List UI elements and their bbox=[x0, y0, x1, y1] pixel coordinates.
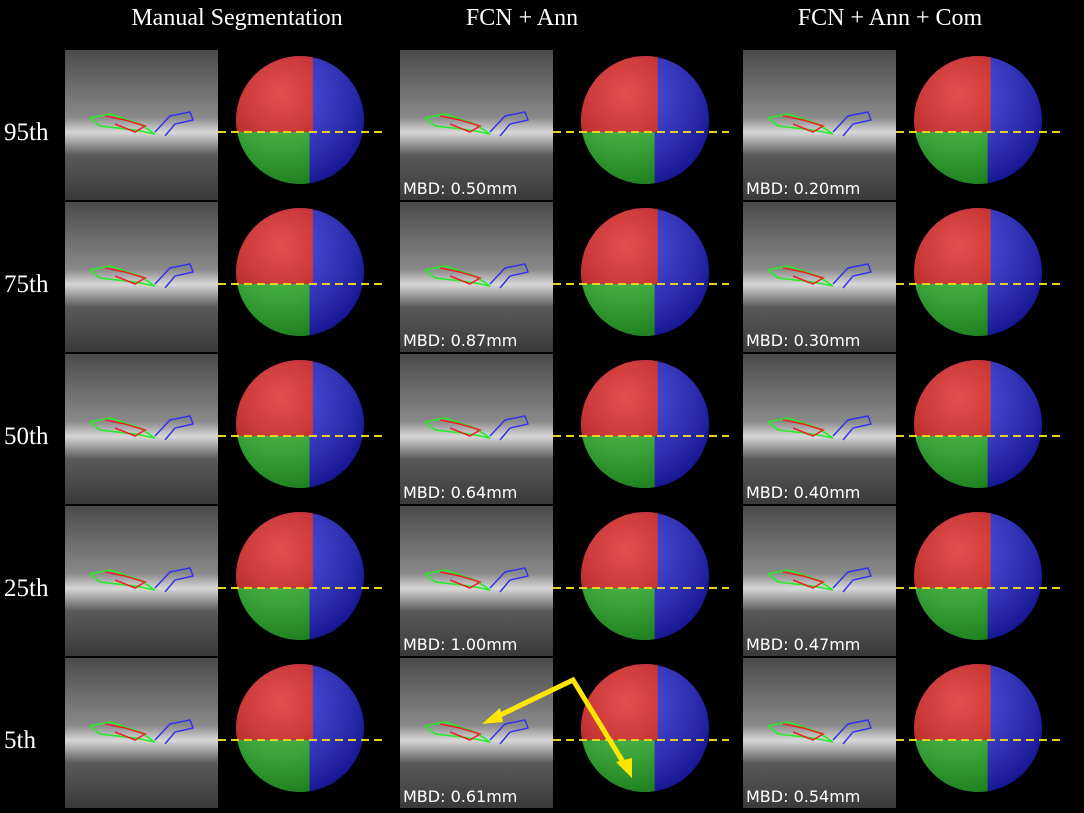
contour-green bbox=[89, 721, 156, 743]
row-label: 25th bbox=[4, 575, 49, 602]
row-label: 50th bbox=[4, 423, 49, 450]
contour-blue bbox=[832, 111, 873, 137]
valve-shade bbox=[236, 512, 364, 640]
mbd-label: MBD: 0.20mm bbox=[746, 179, 860, 198]
mbd-label: MBD: 0.47mm bbox=[746, 635, 860, 654]
mbd-label: MBD: 0.54mm bbox=[746, 787, 860, 806]
row-label: 95th bbox=[4, 119, 49, 146]
contour-green bbox=[424, 721, 491, 743]
mbd-label: MBD: 0.87mm bbox=[403, 331, 517, 350]
contour-red bbox=[782, 267, 825, 285]
mbd-label: MBD: 0.61mm bbox=[403, 787, 517, 806]
contour-green bbox=[424, 113, 491, 135]
contour-red bbox=[782, 723, 825, 741]
contour-blue bbox=[489, 415, 530, 441]
contour-red bbox=[439, 571, 482, 589]
valve-shade bbox=[914, 664, 1042, 792]
valve-shade bbox=[914, 360, 1042, 488]
contour-green bbox=[89, 113, 156, 135]
contour-red bbox=[782, 115, 825, 133]
mbd-label: MBD: 0.50mm bbox=[403, 179, 517, 198]
contour-red bbox=[439, 267, 482, 285]
valve bbox=[914, 360, 1042, 488]
contour-red bbox=[104, 419, 147, 437]
contour-blue bbox=[832, 263, 873, 289]
contour-green bbox=[767, 721, 834, 743]
contour-green bbox=[424, 417, 491, 439]
valve-shade bbox=[581, 512, 709, 640]
arrow bbox=[488, 676, 631, 772]
contour-red bbox=[439, 115, 482, 133]
contour-green bbox=[89, 417, 156, 439]
contour-green bbox=[767, 265, 834, 287]
valve-shade bbox=[236, 208, 364, 336]
row-label: 75th bbox=[4, 271, 49, 298]
row-label: 5th bbox=[4, 727, 36, 754]
mbd-label: MBD: 0.64mm bbox=[403, 483, 517, 502]
contour-red bbox=[439, 419, 482, 437]
valve bbox=[581, 664, 709, 792]
contour-blue bbox=[832, 719, 873, 745]
valve-shade bbox=[914, 208, 1042, 336]
contour-green bbox=[89, 569, 156, 591]
contour-blue bbox=[832, 415, 873, 441]
valve bbox=[581, 56, 709, 184]
column-header: FCN + Ann + Com bbox=[798, 5, 983, 31]
valve bbox=[581, 360, 709, 488]
arrow-head bbox=[616, 758, 632, 778]
contour-green bbox=[424, 265, 491, 287]
contour-red bbox=[782, 419, 825, 437]
contour-green bbox=[424, 569, 491, 591]
contour-red bbox=[782, 571, 825, 589]
contour-blue bbox=[489, 567, 530, 593]
valve bbox=[236, 56, 364, 184]
contour-red bbox=[104, 115, 147, 133]
valve-shade bbox=[236, 664, 364, 792]
valve-shade bbox=[914, 512, 1042, 640]
contour-red bbox=[104, 571, 147, 589]
contour-blue bbox=[489, 263, 530, 289]
valve bbox=[914, 664, 1042, 792]
valve-shade bbox=[581, 56, 709, 184]
column-header: FCN + Ann bbox=[466, 5, 578, 31]
contour-red bbox=[104, 267, 147, 285]
contour-green bbox=[89, 265, 156, 287]
contour-green bbox=[767, 113, 834, 135]
mbd-label: MBD: 0.30mm bbox=[746, 331, 860, 350]
valve-shade bbox=[581, 208, 709, 336]
valve-shade bbox=[914, 56, 1042, 184]
valve-shade bbox=[236, 360, 364, 488]
contour-blue bbox=[154, 719, 195, 745]
contour-blue bbox=[154, 415, 195, 441]
contour-blue bbox=[489, 111, 530, 137]
contour-blue bbox=[489, 719, 530, 745]
contour-blue bbox=[154, 263, 195, 289]
valve-shade bbox=[236, 56, 364, 184]
valve bbox=[581, 208, 709, 336]
valve-shade bbox=[581, 664, 709, 792]
contour-blue bbox=[154, 567, 195, 593]
contour-red bbox=[439, 723, 482, 741]
valve-shade bbox=[581, 360, 709, 488]
valve bbox=[914, 208, 1042, 336]
contour-blue bbox=[832, 567, 873, 593]
contour-blue bbox=[154, 111, 195, 137]
valve bbox=[236, 664, 364, 792]
mbd-label: MBD: 1.00mm bbox=[403, 635, 517, 654]
column-header: Manual Segmentation bbox=[131, 5, 342, 31]
contour-red bbox=[104, 723, 147, 741]
contour-green bbox=[767, 417, 834, 439]
contour-green bbox=[767, 569, 834, 591]
arrow-head bbox=[482, 708, 503, 724]
valve bbox=[914, 512, 1042, 640]
mbd-label: MBD: 0.40mm bbox=[746, 483, 860, 502]
